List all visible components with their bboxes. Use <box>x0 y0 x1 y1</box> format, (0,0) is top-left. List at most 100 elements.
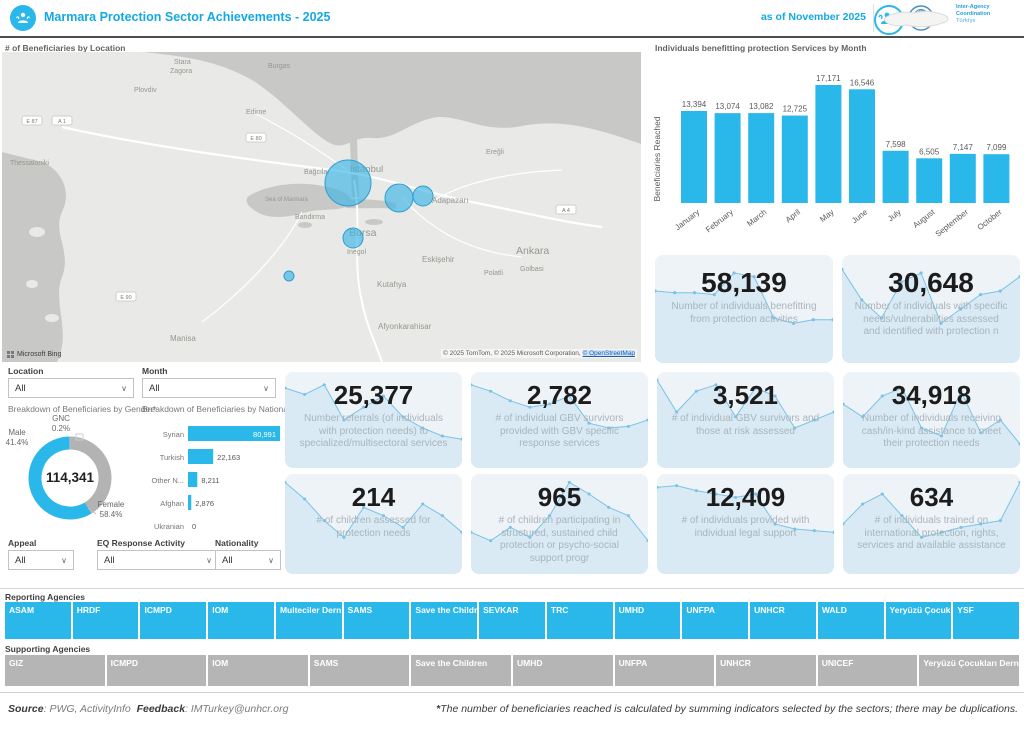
road-badge <box>21 115 43 126</box>
svg-text:A 1: A 1 <box>58 119 66 125</box>
map-bubble[interactable] <box>384 183 414 213</box>
reporting-agencies-label: Reporting Agencies <box>5 592 85 602</box>
agency-box[interactable]: Save the Children <box>411 602 478 639</box>
sparkline <box>657 484 834 574</box>
agency-box[interactable]: UMHD <box>512 655 613 686</box>
monthly-bar-value: 16,546 <box>850 78 875 87</box>
monthly-xaxis-tick: May <box>818 207 835 223</box>
map-bubble[interactable] <box>283 270 295 282</box>
nationality-filter-dropdown[interactable]: All ∨ <box>215 550 281 570</box>
monthly-bar[interactable] <box>849 89 875 203</box>
agency-box[interactable]: UNHCR <box>750 602 816 639</box>
kpi-card: 634 # of individuals trained on internati… <box>843 474 1020 574</box>
monthly-bar[interactable] <box>781 115 808 203</box>
agency-box[interactable]: WALD <box>817 602 884 639</box>
monthly-bar-value: 7,099 <box>986 143 1007 152</box>
agency-box[interactable]: UNFPA <box>614 655 715 686</box>
kpi-value: 2,782 <box>526 380 593 410</box>
footer-divider <box>0 692 1024 693</box>
openstreetmap-link[interactable]: © OpenStreetMap <box>582 350 635 357</box>
kpi-value: 25,377 <box>333 380 414 410</box>
nationality-bar[interactable] <box>188 495 192 510</box>
month-filter-dropdown[interactable]: All ∨ <box>142 378 276 398</box>
nationality-bar[interactable] <box>188 449 214 464</box>
eq-filter-dropdown[interactable]: All ∨ <box>97 550 219 570</box>
agency-box[interactable]: UNFPA <box>682 602 749 639</box>
kpi-card: 25,377 Number referrals (of individuals w… <box>285 372 462 468</box>
agency-box[interactable]: SAMS <box>309 655 410 686</box>
kpi-card: 2,782 # of individual GBV survivors provi… <box>471 372 648 468</box>
agency-box[interactable]: SEVKAR <box>479 602 545 639</box>
agency-box[interactable]: Yeryüzü Çocukları Derneği <box>919 655 1019 686</box>
agency-box[interactable]: HRDF <box>72 602 139 639</box>
kpi-value: 30,648 <box>888 267 974 298</box>
nationality-bar[interactable] <box>188 472 198 487</box>
beneficiaries-map[interactable]: Stara Zagora Plovdiv Burgas Edirne Thessaloni… <box>2 52 641 362</box>
microsoft-logo-icon <box>7 351 14 358</box>
location-filter-dropdown[interactable]: All ∨ <box>8 378 134 398</box>
month-filter-label: Month <box>142 366 168 376</box>
agency-box[interactable]: UNHCR <box>716 655 816 686</box>
agency-box[interactable]: IOM <box>208 602 274 639</box>
map-bubble[interactable] <box>324 159 372 207</box>
map-bubble[interactable] <box>342 227 364 249</box>
road-badge <box>555 204 577 215</box>
sparkline <box>471 480 648 574</box>
feedback-email[interactable]: : IMTurkey@unhcr.org <box>185 703 289 715</box>
monthly-xaxis-tick: April <box>784 207 802 224</box>
nationality-bar[interactable] <box>188 426 280 441</box>
monthly-bar-value: 13,074 <box>715 102 740 111</box>
monthly-bar-value: 17,171 <box>816 74 841 83</box>
monthly-xaxis-tick: January <box>673 207 701 232</box>
agency-box[interactable]: ICMPD <box>140 602 207 639</box>
monthly-bar[interactable] <box>882 150 909 203</box>
agency-box[interactable]: Save the Children <box>411 655 511 686</box>
agency-box[interactable]: Yeryüzü Çocukl... <box>885 602 952 639</box>
appeal-filter-dropdown[interactable]: All ∨ <box>8 550 74 570</box>
monthly-bar[interactable] <box>983 154 1010 203</box>
sparkline <box>285 383 462 468</box>
section-divider <box>0 588 1024 589</box>
agency-box[interactable]: GIZ <box>5 655 105 686</box>
kpi-card: 34,918 Number of individuals receiving ca… <box>843 372 1020 468</box>
monthly-bar-value: 13,082 <box>749 102 774 111</box>
map-label: Zagora <box>170 68 192 75</box>
road-badge <box>245 132 267 143</box>
feedback-label: Feedback <box>136 703 186 715</box>
supporting-agencies-row: GIZ ICMPD IOM SAMS Save the Children UMHD UNFP… <box>5 655 1019 686</box>
road-badge <box>51 115 73 126</box>
agency-box[interactable]: ASAM <box>5 602 71 639</box>
map-label: Sea of Marmara <box>265 197 309 203</box>
chevron-down-icon: ∨ <box>206 555 212 565</box>
map-label: Bağcılar <box>304 169 330 176</box>
monthly-bar-value: 13,394 <box>682 100 707 109</box>
monthly-xaxis-tick: August <box>911 207 937 230</box>
monthly-bar[interactable] <box>815 85 842 203</box>
chevron-down-icon: ∨ <box>61 555 67 565</box>
agency-box[interactable]: IOM <box>208 655 308 686</box>
monthly-xaxis-tick: March <box>745 207 768 228</box>
as-of-date: as of November 2025 <box>760 11 866 23</box>
agency-box[interactable]: UNICEF <box>817 655 918 686</box>
monthly-bar[interactable] <box>949 153 976 203</box>
kpi-value: 3,521 <box>712 380 779 410</box>
agency-box[interactable]: Multeciler Dern... <box>275 602 342 639</box>
agency-box[interactable]: SAMS <box>343 602 410 639</box>
map-bubble[interactable] <box>412 185 434 207</box>
kpi-caption: # of individuals trained on internationa… <box>857 515 1006 551</box>
agency-box[interactable]: UMHD <box>614 602 681 639</box>
agency-box[interactable]: TRC <box>546 602 613 639</box>
monthly-bar[interactable] <box>681 110 707 203</box>
monthly-bar[interactable] <box>714 113 741 203</box>
agency-box[interactable]: ICMPD <box>106 655 207 686</box>
monthly-bar-value: 7,598 <box>886 140 907 149</box>
monthly-bar[interactable] <box>748 113 775 203</box>
kpi-value: 634 <box>909 482 954 512</box>
nationality-tick: Ukranian <box>154 522 184 531</box>
agency-box[interactable]: YSF <box>953 602 1020 639</box>
sparkline <box>842 267 1020 363</box>
svg-text:E 80: E 80 <box>250 136 261 142</box>
monthly-bar[interactable] <box>916 158 943 203</box>
kpi-cards-row-1: 58,139 Number of individuals benefitting … <box>655 255 1020 363</box>
